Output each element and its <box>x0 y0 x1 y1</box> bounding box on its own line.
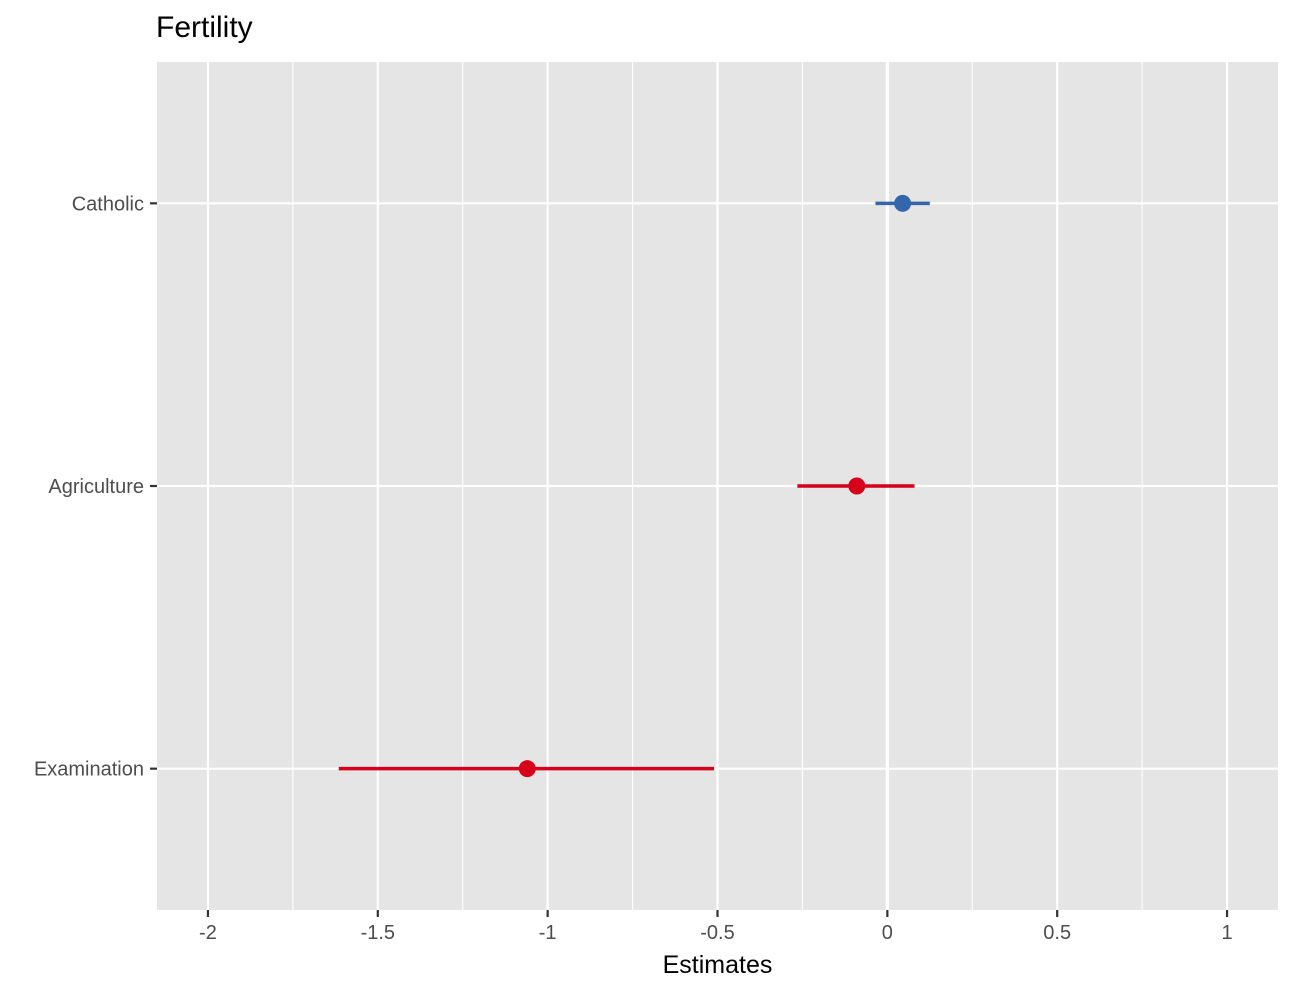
x-axis-title: Estimates <box>663 951 773 979</box>
chart-title: Fertility <box>156 11 253 44</box>
estimate-point <box>894 194 912 212</box>
x-tick-label: -0.5 <box>700 922 734 944</box>
y-tick-label: Examination <box>34 759 144 781</box>
x-tick-label: -1 <box>539 922 557 944</box>
y-tick-label: Agriculture <box>48 476 144 498</box>
x-tick-label: -1.5 <box>361 922 395 944</box>
x-tick-label: 1 <box>1221 922 1232 944</box>
x-tick-label: -2 <box>199 922 217 944</box>
x-tick-label: 0 <box>882 922 893 944</box>
estimate-point <box>518 760 536 778</box>
estimate-point <box>848 477 866 495</box>
x-axis: -2 -1.5 -1 -0.5 0 0.5 1 <box>199 910 1233 944</box>
y-axis: Catholic Agriculture Examination <box>34 193 157 781</box>
y-tick-label: Catholic <box>72 193 144 215</box>
x-tick-label: 0.5 <box>1043 922 1071 944</box>
estimate-marks <box>338 194 930 778</box>
